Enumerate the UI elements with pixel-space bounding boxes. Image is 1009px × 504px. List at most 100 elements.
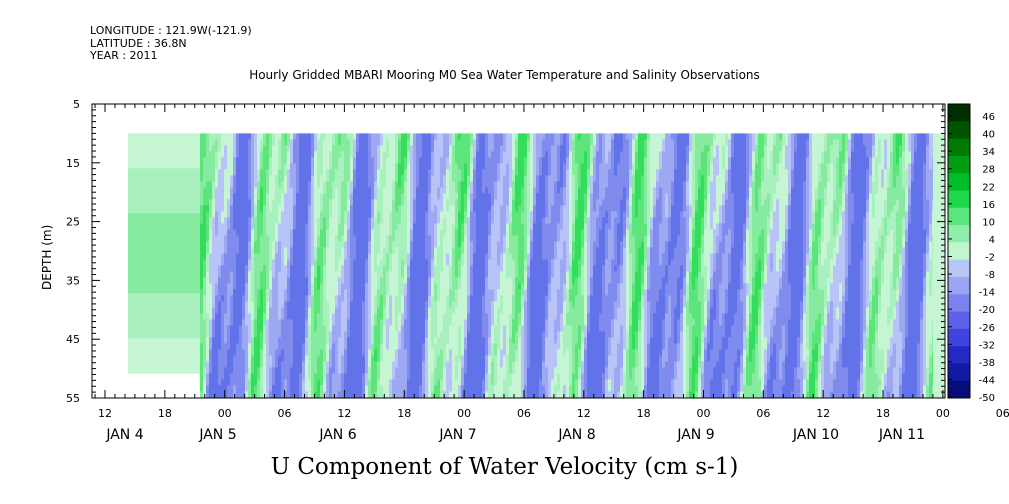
heat-cell bbox=[413, 355, 417, 362]
heat-cell bbox=[488, 331, 492, 338]
heat-cell bbox=[254, 169, 258, 176]
heat-cell bbox=[509, 379, 513, 386]
heat-cell bbox=[383, 217, 387, 224]
heat-cell bbox=[230, 193, 234, 200]
heat-cell bbox=[350, 211, 354, 218]
heat-cell bbox=[251, 385, 255, 392]
heat-cell bbox=[329, 289, 333, 296]
heat-cell bbox=[413, 151, 417, 158]
heat-cell bbox=[203, 367, 207, 374]
heat-cell bbox=[413, 229, 417, 236]
heat-cell bbox=[389, 385, 393, 392]
heat-cell bbox=[347, 211, 351, 218]
heat-cell bbox=[347, 349, 351, 356]
heat-cell bbox=[272, 193, 276, 200]
heat-cell bbox=[395, 283, 399, 290]
heat-cell bbox=[320, 229, 324, 236]
heat-cell bbox=[338, 289, 342, 296]
heat-cell bbox=[200, 343, 204, 350]
heat-cell bbox=[239, 283, 243, 290]
heat-cell bbox=[479, 361, 483, 368]
heat-cell bbox=[212, 289, 216, 296]
heat-cell bbox=[290, 367, 294, 374]
heat-cell bbox=[518, 199, 522, 206]
heat-cell bbox=[473, 241, 477, 248]
heat-cell bbox=[302, 259, 306, 266]
heat-cell bbox=[374, 289, 378, 296]
heat-cell bbox=[218, 217, 222, 224]
heat-cell bbox=[419, 139, 423, 146]
heat-cell bbox=[254, 373, 258, 380]
heat-cell bbox=[371, 163, 375, 170]
heat-cell bbox=[389, 199, 393, 206]
heat-cell bbox=[515, 253, 519, 260]
heat-cell bbox=[308, 175, 312, 182]
heat-cell bbox=[488, 181, 492, 188]
heat-cell bbox=[350, 235, 354, 242]
heat-cell bbox=[335, 253, 339, 260]
heat-cell bbox=[350, 133, 354, 140]
heat-cell bbox=[242, 145, 246, 152]
heat-cell bbox=[503, 355, 507, 362]
heat-cell bbox=[473, 187, 477, 194]
heat-cell bbox=[353, 301, 357, 308]
heat-cell bbox=[527, 253, 531, 260]
heat-cell bbox=[404, 259, 408, 266]
heat-cell bbox=[482, 349, 486, 356]
heat-cell bbox=[218, 133, 222, 140]
heat-cell bbox=[518, 307, 522, 314]
heat-cell bbox=[230, 235, 234, 242]
heat-cell bbox=[278, 343, 282, 350]
heat-cell bbox=[398, 337, 402, 344]
heat-cell bbox=[338, 163, 342, 170]
heat-cell bbox=[338, 259, 342, 266]
heat-cell bbox=[518, 193, 522, 200]
heat-cell bbox=[407, 229, 411, 236]
heat-cell bbox=[248, 313, 252, 320]
heat-cell bbox=[509, 259, 513, 266]
heat-cell bbox=[323, 301, 327, 308]
heat-cell bbox=[302, 187, 306, 194]
heat-cell bbox=[377, 247, 381, 254]
heat-cell bbox=[449, 301, 453, 308]
heat-cell bbox=[422, 211, 426, 218]
heat-cell bbox=[419, 235, 423, 242]
heat-cell bbox=[410, 229, 414, 236]
heat-cell bbox=[362, 361, 366, 368]
heat-cell bbox=[473, 331, 477, 338]
heat-cell bbox=[275, 295, 279, 302]
heat-cell bbox=[302, 223, 306, 230]
heat-cell bbox=[422, 355, 426, 362]
heat-cell bbox=[377, 301, 381, 308]
heat-cell bbox=[317, 391, 321, 398]
heat-cell bbox=[296, 385, 300, 392]
heat-cell bbox=[470, 139, 474, 146]
heat-cell bbox=[263, 343, 267, 350]
heat-cell bbox=[392, 145, 396, 152]
heat-cell bbox=[455, 199, 459, 206]
heat-cell bbox=[203, 157, 207, 164]
heat-cell bbox=[470, 289, 474, 296]
heat-cell bbox=[236, 343, 240, 350]
heat-cell bbox=[386, 247, 390, 254]
heat-cell bbox=[377, 145, 381, 152]
heat-cell bbox=[329, 247, 333, 254]
heat-cell bbox=[446, 169, 450, 176]
heat-cell bbox=[245, 325, 249, 332]
heat-cell bbox=[482, 157, 486, 164]
heat-cell bbox=[221, 391, 225, 398]
heat-cell bbox=[437, 259, 441, 266]
heat-cell bbox=[449, 307, 453, 314]
heat-cell bbox=[275, 223, 279, 230]
heat-cell bbox=[395, 163, 399, 170]
heat-cell bbox=[506, 211, 510, 218]
heat-cell bbox=[281, 253, 285, 260]
heat-cell bbox=[341, 295, 345, 302]
heat-cell bbox=[227, 343, 231, 350]
heat-cell bbox=[296, 349, 300, 356]
heat-cell bbox=[389, 253, 393, 260]
heat-cell bbox=[362, 187, 366, 194]
heat-cell bbox=[341, 283, 345, 290]
heat-cell bbox=[362, 235, 366, 242]
heat-cell bbox=[437, 187, 441, 194]
